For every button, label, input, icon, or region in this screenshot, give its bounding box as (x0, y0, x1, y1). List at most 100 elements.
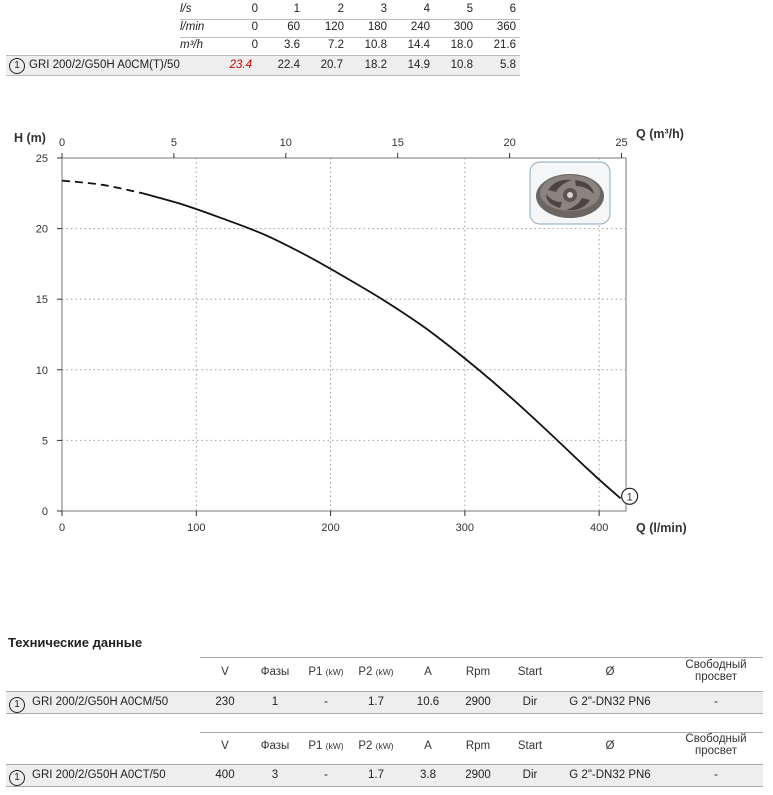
curve-marker-label: 1 (627, 491, 633, 503)
curve-dashed-segment (61, 179, 143, 195)
connection-value: G 2"-DN32 PN6 (569, 769, 651, 781)
col-header-phases: Фазы (260, 666, 290, 678)
y-tick-label: 0 (42, 506, 48, 518)
perf-cell: 0 (251, 21, 258, 33)
top-tick-label: 10 (280, 137, 292, 149)
perf-cell: 4 (423, 3, 430, 15)
p1-value: - (324, 769, 328, 781)
y-tick-label: 5 (42, 435, 48, 447)
shutoff-head-value: 23.4 (229, 59, 252, 71)
connection-value: G 2"-DN32 PN6 (569, 696, 651, 708)
head-value: 18.2 (364, 59, 387, 71)
curve-marker: 1 (9, 770, 25, 786)
tech-row-1 (6, 691, 763, 714)
col-header-start: Start (517, 666, 543, 678)
unit-label: m³/h (180, 39, 203, 51)
perf-cell: 6 (509, 3, 516, 15)
perf-cell: 1 (293, 3, 300, 15)
tech-data-title: Технические данные (8, 635, 143, 650)
y-tick-label: 15 (36, 294, 48, 306)
col-header-p1: P1 (kW) (308, 666, 344, 678)
perf-cell: 14.4 (407, 39, 430, 51)
unit-label: l/s (180, 3, 192, 15)
col-header-free-passage: Свободный просвет (685, 659, 747, 683)
model-name: GRI 200/2/G50H A0CT/50 (32, 769, 166, 781)
perf-cell: 18.0 (450, 39, 473, 51)
chart-axes (57, 153, 623, 516)
start-value: Dir (522, 696, 538, 708)
curve-end-marker (621, 487, 639, 505)
top-tick-label: 20 (503, 137, 515, 149)
perf-cell: 3 (380, 3, 387, 15)
col-header-amps: A (424, 666, 432, 678)
col-header-voltage: V (221, 740, 229, 752)
perf-cell: 0 (251, 3, 258, 15)
x-tick-label: 200 (321, 522, 339, 534)
perf-cell: 180 (367, 21, 387, 33)
plot-frame (61, 157, 627, 512)
top-tick-label: 5 (171, 137, 177, 149)
amps-value: 3.8 (420, 769, 436, 781)
perf-cell: 10.8 (364, 39, 387, 51)
model-row: 1 GRI 200/2/G50H A0CM(T)/50 23.4 22.4 20… (6, 55, 520, 76)
phases-value: 3 (271, 769, 279, 781)
curve-marker: 1 (9, 697, 25, 713)
col-header-start: Start (517, 740, 543, 752)
start-value: Dir (522, 769, 538, 781)
perf-cell: 5 (466, 3, 473, 15)
x-tick-label: 400 (590, 522, 608, 534)
phases-value: 1 (271, 696, 279, 708)
perf-row-ls: l/s 0 1 2 3 4 5 6 (180, 3, 520, 20)
model-name: GRI 200/2/G50H A0CM(T)/50 (29, 59, 180, 71)
x-tick-label: 100 (187, 522, 205, 534)
p2-value: 1.7 (368, 696, 384, 708)
curve-series-1: 1 (61, 179, 639, 505)
p2-value: 1.7 (368, 769, 384, 781)
x-tick-label: 300 (456, 522, 474, 534)
top-tick-label: 25 (615, 137, 627, 149)
divider (200, 732, 763, 733)
head-value: 10.8 (450, 59, 473, 71)
col-header-rpm: Rpm (465, 740, 491, 752)
y-tick-label: 20 (36, 224, 48, 236)
y-tick-label: 10 (36, 365, 48, 377)
y-tick-label: 25 (36, 153, 48, 165)
head-value: 20.7 (320, 59, 343, 71)
col-header-p2: P2 (kW) (358, 666, 394, 678)
head-value: 22.4 (277, 59, 300, 71)
perf-cell: 3.6 (284, 39, 300, 51)
perf-row-lmin: l/min 0 60 120 180 240 300 360 (180, 21, 520, 38)
col-header-phases: Фазы (260, 740, 290, 752)
perf-cell: 120 (324, 21, 344, 33)
top-axis-title: Q (m³/h) (636, 127, 684, 141)
y-axis-title: H (m) (14, 131, 46, 145)
perf-cell: 360 (496, 21, 516, 33)
curve-solid-segment (142, 192, 622, 499)
bottom-axis-title: Q (l/min) (636, 521, 687, 535)
x-tick-label: 0 (59, 522, 65, 534)
perf-row-m3h: m³/h 0 3.6 7.2 10.8 14.4 18.0 21.6 (180, 39, 520, 56)
col-header-voltage: V (221, 666, 229, 678)
divider (180, 19, 520, 20)
col-header-p2: P2 (kW) (358, 740, 394, 752)
perf-cell: 240 (410, 21, 430, 33)
rpm-value: 2900 (465, 769, 491, 781)
rpm-value: 2900 (465, 696, 491, 708)
top-tick-label: 0 (59, 137, 65, 149)
voltage-value: 230 (215, 696, 235, 708)
head-value: 5.8 (500, 59, 516, 71)
col-header-diameter: Ø (605, 666, 615, 678)
perf-cell: 0 (251, 39, 258, 51)
free-passage-value: - (714, 769, 718, 781)
tech-row-2 (6, 764, 763, 787)
free-passage-value: - (714, 696, 718, 708)
amps-value: 10.6 (416, 696, 440, 708)
head-value: 14.9 (407, 59, 430, 71)
unit-label: l/min (180, 21, 205, 33)
top-tick-label: 15 (392, 137, 404, 149)
voltage-value: 400 (215, 769, 235, 781)
chart-ticks: 0 5 10 15 20 25 0 100 200 300 400 0 5 10 15 20 25 (36, 137, 628, 534)
col-header-free-passage: Свободный просвет (685, 733, 747, 757)
col-header-amps: A (424, 740, 432, 752)
